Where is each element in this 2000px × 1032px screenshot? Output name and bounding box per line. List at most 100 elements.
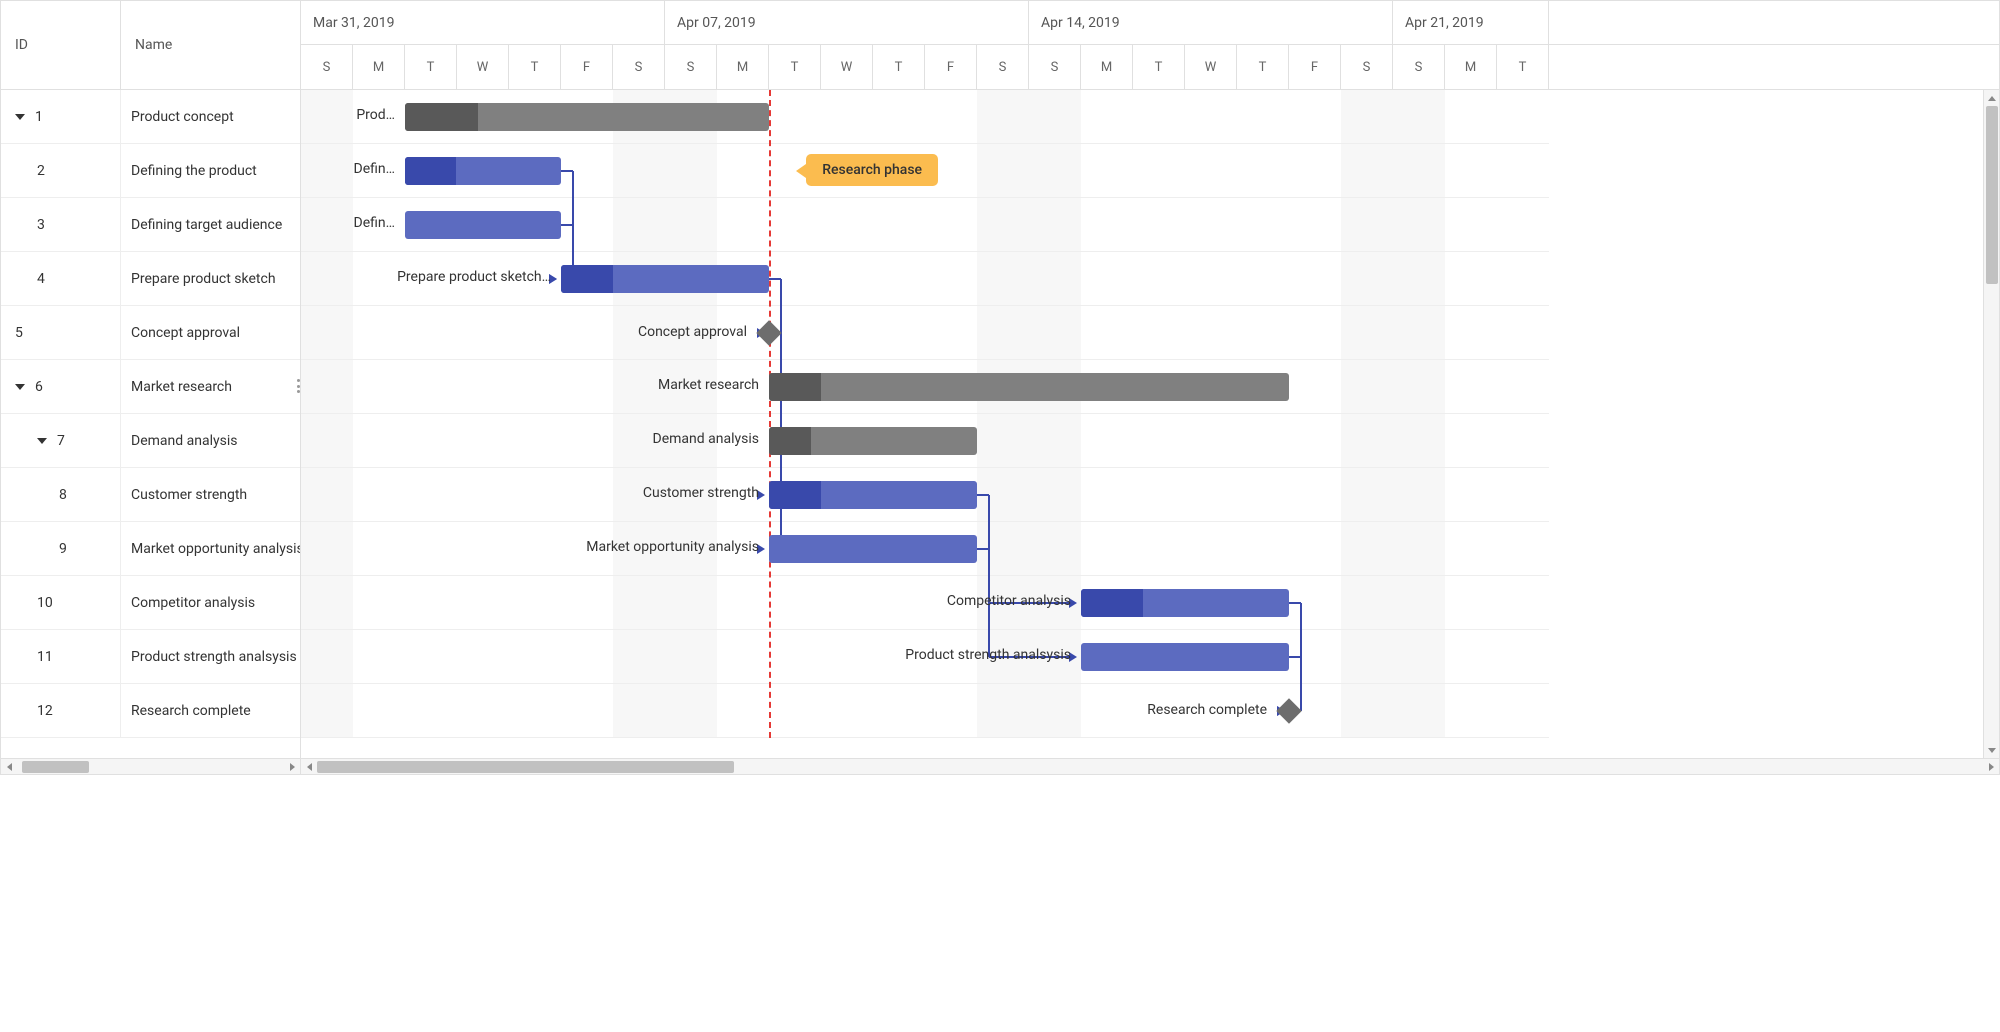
grid-row[interactable]: 9Market opportunity analysis [1, 522, 300, 576]
grid-cell-id: 9 [1, 522, 121, 575]
scroll-track[interactable] [1984, 106, 1999, 742]
scroll-left-icon[interactable] [1, 759, 17, 774]
task-bar[interactable]: Prepare product sketch… [561, 265, 769, 293]
column-header-id[interactable]: ID [1, 1, 121, 89]
task-label: Market opportunity analysis [586, 539, 759, 555]
day-header-cell: S [1341, 45, 1393, 89]
splitter-handle[interactable] [297, 379, 303, 393]
chart-panel: Mar 31, 2019Apr 07, 2019Apr 14, 2019Apr … [301, 1, 1999, 774]
row-id-text: 6 [35, 379, 43, 395]
grid-cell-id: 3 [1, 198, 121, 251]
task-label: Defin… [354, 161, 395, 177]
day-header-cell: W [821, 45, 873, 89]
scroll-down-icon[interactable] [1984, 742, 1999, 758]
grid-cell-id: 11 [1, 630, 121, 683]
parent-task-bar[interactable]: Prod… [405, 103, 769, 131]
parent-task-bar[interactable]: Market research [769, 373, 1289, 401]
grid-row[interactable]: 4 Prepare product sketch [1, 252, 300, 306]
day-header-cell: F [925, 45, 977, 89]
grid-cell-id: 12 [1, 684, 121, 737]
task-label: Competitor analysis [947, 593, 1071, 609]
grid-row[interactable]: 3Defining target audience [1, 198, 300, 252]
task-bar[interactable]: Product strength analsysis [1081, 643, 1289, 671]
grid-row[interactable]: 6 Market research [1, 360, 300, 414]
grid-row[interactable]: 2 Defining the product [1, 144, 300, 198]
day-header-cell: S [301, 45, 353, 89]
timeline-days-header: SMTWTFSSMTWTFSSMTWTFSSMT [301, 45, 1999, 90]
grid-cell-id: 7 [1, 414, 121, 467]
row-id-text: 11 [37, 649, 53, 665]
scroll-thumb[interactable] [22, 761, 89, 773]
row-id-text: 10 [37, 595, 53, 611]
grid-cell-id: 10 [1, 576, 121, 629]
grid-cell-id: 2 [1, 144, 121, 197]
task-label: Market research [658, 377, 759, 393]
grid-row[interactable]: 1 Product concept [1, 90, 300, 144]
grid-cell-id: 8 [1, 468, 121, 521]
task-bar[interactable]: Defin… [405, 211, 561, 239]
chart-row [301, 306, 1549, 360]
day-header-cell: M [1445, 45, 1497, 89]
grid-row[interactable]: 7Demand analysis [1, 414, 300, 468]
task-bar[interactable]: Customer strength [769, 481, 977, 509]
task-label: Prod… [356, 107, 395, 123]
grid-cell-name: Competitor analysis [121, 595, 300, 611]
chart-horizontal-scrollbar[interactable] [301, 758, 1999, 774]
day-header-cell: S [613, 45, 665, 89]
grid-row[interactable]: 5Concept approval [1, 306, 300, 360]
grid-cell-name: Market research [121, 379, 300, 395]
task-label: Product strength analsysis [905, 647, 1071, 663]
chart-vertical-scrollbar[interactable] [1983, 90, 1999, 758]
row-id-text: 4 [37, 271, 45, 287]
task-bar[interactable]: Market opportunity analysis [769, 535, 977, 563]
grid-horizontal-scrollbar[interactable] [1, 758, 300, 774]
grid-cell-name: Defining the product [121, 163, 300, 179]
day-header-cell: M [353, 45, 405, 89]
grid-row[interactable]: 11Product strength analsysis [1, 630, 300, 684]
scroll-left-icon[interactable] [301, 759, 317, 774]
grid-cell-name: Prepare product sketch [121, 271, 300, 287]
task-progress-bar [769, 427, 811, 455]
task-progress-bar [405, 157, 456, 185]
grid-row[interactable]: 8Customer strength [1, 468, 300, 522]
grid-cell-name: Product concept [121, 109, 300, 125]
scroll-track[interactable] [17, 759, 284, 774]
week-header-cell: Apr 21, 2019 [1393, 1, 1549, 44]
collapse-icon[interactable] [37, 438, 47, 444]
scroll-thumb[interactable] [1986, 106, 1998, 284]
day-header-cell: T [1497, 45, 1549, 89]
scroll-right-icon[interactable] [1983, 759, 1999, 774]
scroll-track[interactable] [317, 759, 1983, 774]
task-progress-bar [769, 481, 821, 509]
column-header-name[interactable]: Name [121, 1, 300, 89]
day-header-cell: W [457, 45, 509, 89]
parent-task-bar[interactable]: Demand analysis [769, 427, 977, 455]
dependency-line [780, 279, 782, 333]
task-progress-bar [405, 103, 478, 131]
day-header-cell: T [509, 45, 561, 89]
today-indicator [769, 90, 771, 738]
row-id-text: 8 [59, 487, 67, 503]
task-label: Defin… [354, 215, 395, 231]
task-progress-bar [561, 265, 613, 293]
grid-row[interactable]: 10 Competitor analysis [1, 576, 300, 630]
task-bar[interactable]: Competitor analysis [1081, 589, 1289, 617]
day-header-cell: S [1029, 45, 1081, 89]
task-bar[interactable]: Defin… [405, 157, 561, 185]
task-progress-bar [769, 373, 821, 401]
chart-body[interactable]: Prod…Defin…Defin…Prepare product sketch…… [301, 90, 1999, 758]
row-id-text: 12 [37, 703, 53, 719]
collapse-icon[interactable] [15, 384, 25, 390]
task-label: Demand analysis [653, 431, 759, 447]
day-header-cell: M [1081, 45, 1133, 89]
day-header-cell: S [665, 45, 717, 89]
row-id-text: 2 [37, 163, 45, 179]
scroll-up-icon[interactable] [1984, 90, 1999, 106]
grid-cell-name: Demand analysis [121, 433, 300, 449]
scroll-right-icon[interactable] [284, 759, 300, 774]
timeline-weeks-header: Mar 31, 2019Apr 07, 2019Apr 14, 2019Apr … [301, 1, 1999, 45]
grid-row[interactable]: 12Research complete [1, 684, 300, 738]
scroll-thumb[interactable] [317, 761, 734, 773]
collapse-icon[interactable] [15, 114, 25, 120]
row-id-text: 1 [35, 109, 43, 125]
